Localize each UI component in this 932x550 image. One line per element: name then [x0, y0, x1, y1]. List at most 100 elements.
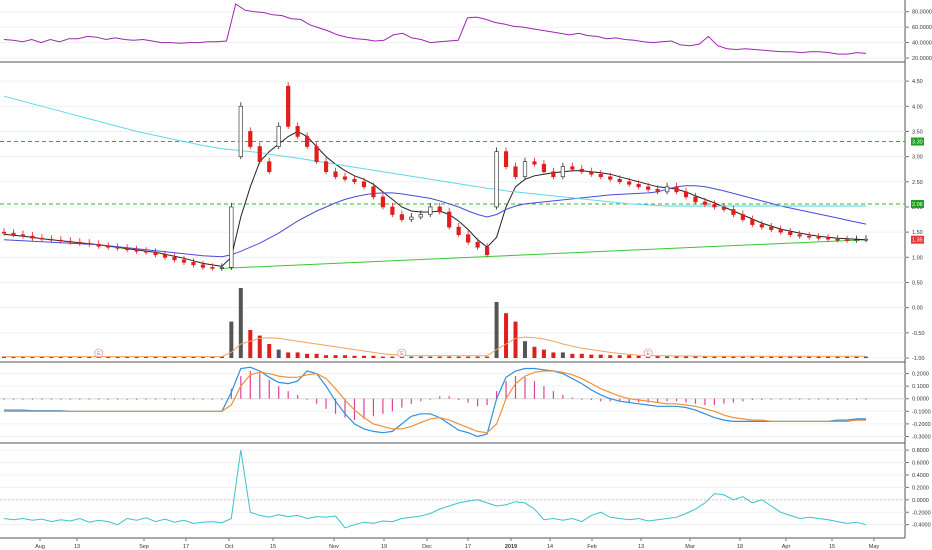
candle-body [721, 206, 727, 210]
x-axis-tick-label: 18 [737, 544, 743, 550]
candle-body [87, 242, 92, 245]
candle-body [30, 235, 35, 239]
axis-tick-label: -1.00 [912, 356, 925, 362]
volume-bar [655, 355, 660, 358]
candle-body [844, 239, 850, 241]
candle-body [475, 241, 480, 248]
volume-bar [87, 356, 92, 358]
volume-bar [589, 354, 594, 358]
candle-body [494, 151, 499, 208]
candle-body [267, 161, 272, 173]
earnings-marker-label: E [647, 351, 651, 357]
candle-body [39, 237, 44, 240]
axis-tick-label: 4.50 [912, 79, 923, 85]
axis-tick-label: 0.4000 [912, 473, 929, 479]
volume-bar [541, 349, 546, 358]
volume-bar [731, 356, 736, 358]
volume-bar [219, 356, 224, 358]
candle-body [570, 166, 575, 170]
candle-body [627, 181, 632, 185]
volume-bar [68, 356, 73, 358]
ma-long-line [3, 95, 866, 207]
axis-tick-label: 0.6000 [912, 461, 929, 467]
axis-tick-label: -0.2000 [912, 422, 931, 428]
volume-bar [229, 321, 234, 358]
volume-bar [58, 356, 63, 358]
x-axis-tick-label: Dec [422, 544, 432, 550]
volume-bar [617, 355, 622, 358]
x-axis-tick-label: 2019 [505, 544, 517, 550]
candle-body [456, 226, 461, 235]
volume-bar [295, 352, 300, 358]
volume-bar [627, 355, 632, 358]
volume-bar [532, 346, 537, 358]
axis-tick-label: 0.8000 [912, 448, 929, 454]
volume-bar [665, 356, 670, 358]
x-axis-tick-label: Mar [685, 544, 695, 550]
volume-bar [835, 356, 840, 358]
candle-body [646, 186, 651, 190]
candle-body [863, 238, 869, 241]
candle-body [200, 264, 206, 268]
axis-tick-label: -0.1000 [912, 409, 931, 415]
axis-tick-label: 0.00 [912, 306, 923, 312]
candle-body [608, 176, 613, 180]
candle-body [551, 171, 556, 178]
candle-body [693, 196, 698, 203]
candle-body [380, 196, 386, 208]
candle-body [769, 226, 774, 230]
candle-body [617, 178, 622, 183]
candle-body [674, 186, 679, 193]
candle-body [702, 201, 708, 205]
x-axis-tick-label: 15 [270, 544, 276, 550]
volume-bar [77, 356, 82, 358]
candle-body [664, 186, 670, 193]
volume-bar [371, 355, 376, 358]
candle-body [788, 231, 793, 235]
volume-bar [712, 356, 717, 358]
candle-body [712, 204, 717, 208]
candle-body [807, 235, 812, 238]
candle-body [276, 126, 281, 147]
price-level-badge [911, 235, 924, 244]
candle-body [636, 184, 641, 188]
volume-bar [39, 356, 44, 358]
volume-bar [115, 356, 120, 358]
candle-body [598, 173, 603, 178]
candle-body [409, 216, 414, 220]
candle-body [11, 232, 16, 235]
candle-body [219, 267, 224, 269]
volume-bar [191, 356, 196, 358]
volume-bar [807, 356, 812, 358]
volume-bar [428, 356, 433, 358]
x-axis-tick-label: Nov [329, 544, 339, 550]
volume-bar [2, 356, 6, 358]
candle-body [162, 254, 168, 258]
candle-body [437, 206, 442, 213]
volume-bar [504, 313, 509, 358]
volume-bar [674, 356, 679, 358]
axis-tick-label: 3.00 [912, 155, 923, 161]
candle-body [295, 126, 300, 137]
volume-bar [797, 356, 802, 358]
volume-bar [144, 356, 149, 358]
volume-bar [49, 356, 54, 358]
volume-bar [778, 356, 783, 358]
volume-bar [210, 356, 215, 358]
volume-bar [153, 356, 158, 358]
axis-tick-label: -0.3000 [912, 434, 931, 440]
x-axis-tick-label: Feb [587, 544, 596, 550]
candle-body [286, 85, 291, 127]
volume-bar [181, 356, 186, 358]
volume-bar [30, 356, 35, 358]
axis-tick-label: -0.4000 [912, 523, 931, 529]
volume-bar [106, 356, 111, 358]
volume-bar [163, 356, 168, 358]
x-axis-tick-label: 14 [547, 544, 553, 550]
candle-body [532, 161, 537, 165]
x-axis-tick-label: May [869, 544, 880, 550]
candle-body [522, 161, 528, 178]
candle-body [333, 171, 338, 178]
volume-bar [598, 354, 603, 358]
